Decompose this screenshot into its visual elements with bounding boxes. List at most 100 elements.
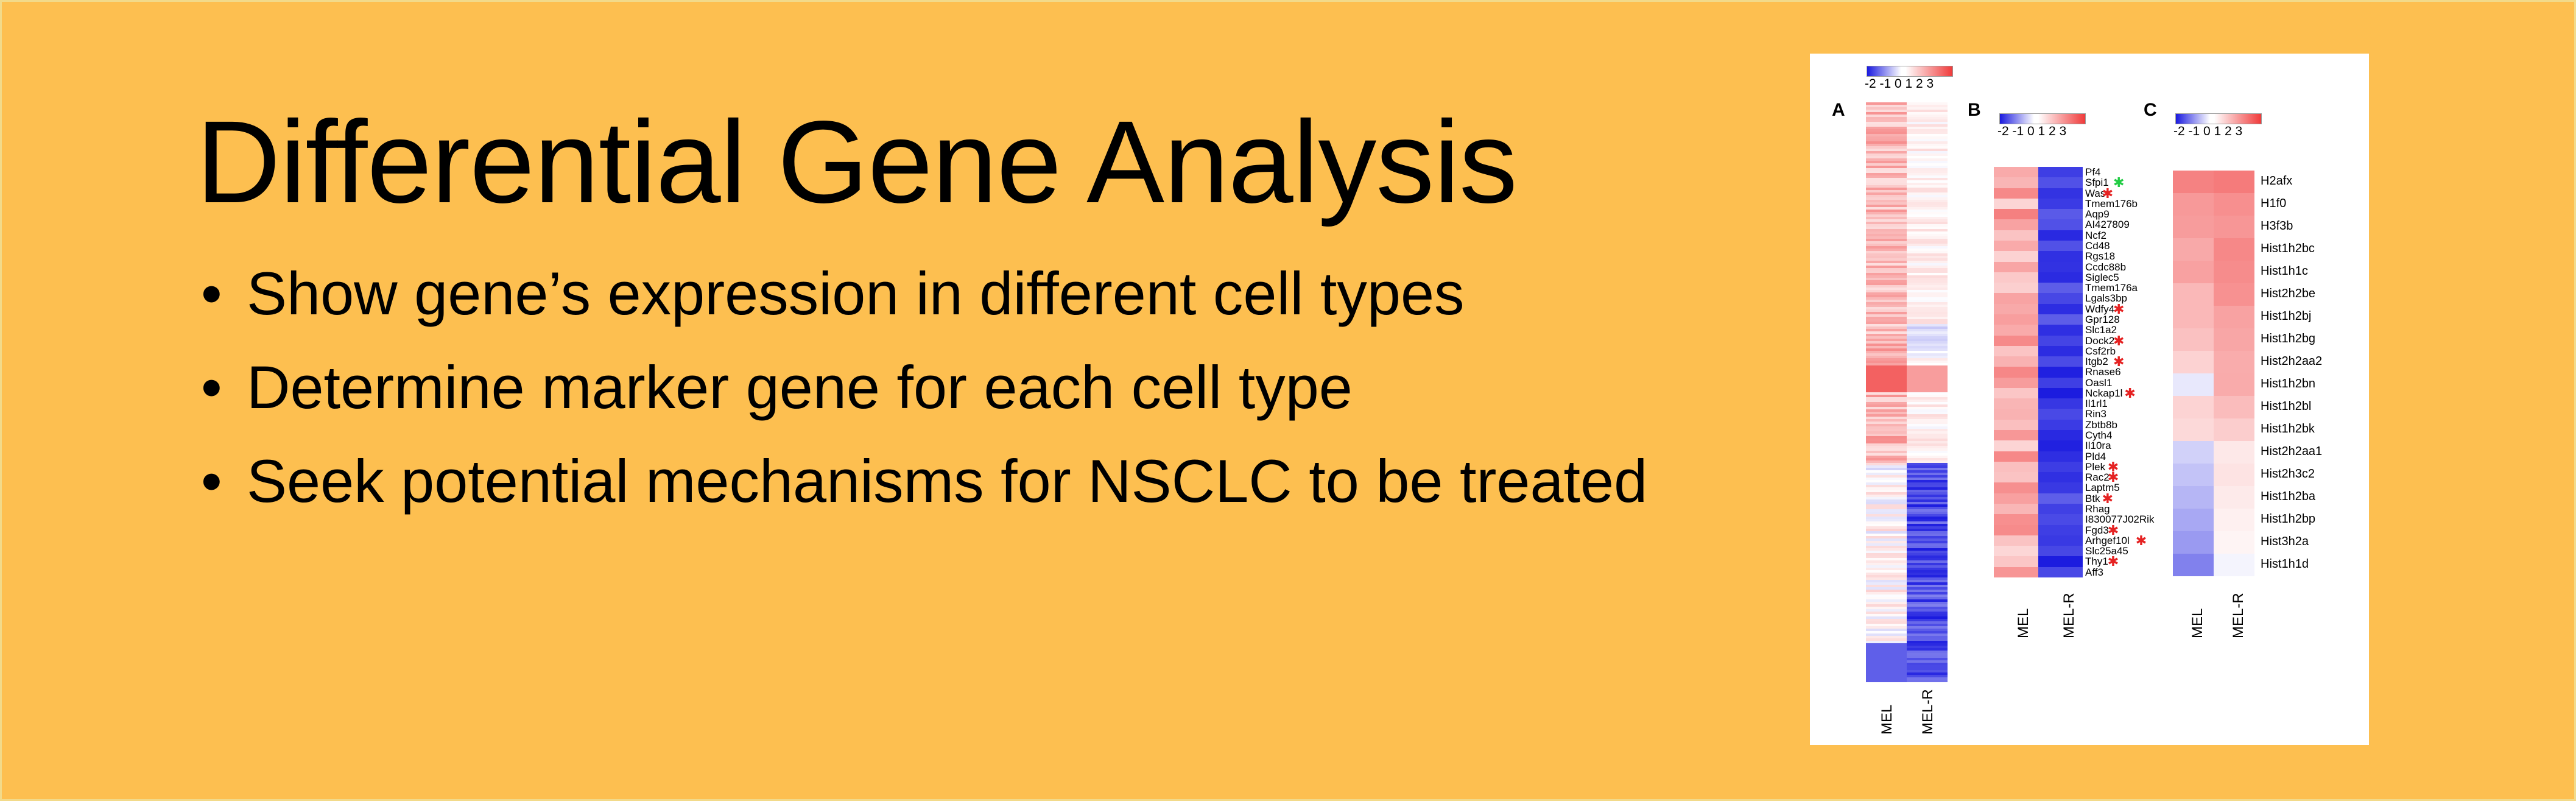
heatmap-cell (1907, 236, 1948, 239)
heatmap-cell (1994, 504, 2038, 515)
gene-label: AI427809 (2085, 219, 2130, 231)
heatmap-cell (2038, 293, 2083, 305)
heatmap-cell (1866, 641, 1907, 644)
heatmap-cell (1866, 370, 1907, 373)
heatmap-cell (1866, 222, 1907, 225)
heatmap-cell (1994, 493, 2038, 504)
heatmap-cell (1907, 629, 1948, 632)
heatmap-cell (1907, 117, 1948, 120)
heatmap-cell (1866, 536, 1907, 539)
heatmap-cell (1907, 456, 1948, 459)
heatmap-cell (1866, 487, 1907, 490)
heatmap-cell (1866, 151, 1907, 154)
heatmap-cell (1907, 146, 1948, 149)
heatmap-cell (1907, 412, 1948, 415)
heatmap-cell (1994, 367, 2038, 378)
heatmap-cell (1907, 261, 1948, 264)
gene-label: Hist1h1c (2261, 264, 2308, 278)
heatmap-cell (1907, 521, 1948, 524)
heatmap-cell (2038, 535, 2083, 546)
heatmap-cell (1907, 119, 1948, 122)
heatmap-cell (1907, 482, 1948, 485)
column-label-mel-r: MEL-R (2061, 593, 2077, 638)
heatmap-cell (1866, 380, 1907, 383)
heatmap-cell (1907, 324, 1948, 327)
heatmap-cell (1866, 251, 1907, 254)
heatmap-cell (1866, 375, 1907, 378)
heatmap-cell (1866, 295, 1907, 298)
heatmap-cell (1907, 485, 1948, 488)
star-icon: ✱ (2102, 185, 2114, 201)
heatmap-cell (1907, 295, 1948, 298)
heatmap-cell (1907, 380, 1948, 383)
heatmap-cell (1994, 283, 2038, 294)
heatmap-cell (1866, 397, 1907, 400)
heatmap-cell (1907, 246, 1948, 249)
heatmap-cell (1907, 648, 1948, 651)
gene-label: Hist1h2ba (2261, 490, 2316, 503)
heatmap-cell (1866, 431, 1907, 434)
heatmap-cell (1907, 300, 1948, 303)
heatmap-cell (2038, 546, 2083, 557)
heatmap-cell (1866, 356, 1907, 359)
heatmap-cell (1866, 441, 1907, 444)
heatmap-cell (1866, 587, 1907, 590)
heatmap-cell (1866, 436, 1907, 439)
heatmap-cell (1866, 212, 1907, 215)
heatmap-cell (1866, 202, 1907, 205)
gene-label: Hist2h3c2 (2261, 467, 2315, 481)
bullet-dot: • (201, 259, 222, 327)
heatmap-cell (1866, 302, 1907, 305)
heatmap-cell (1866, 407, 1907, 410)
heatmap-cell (1866, 653, 1907, 656)
heatmap-cell (2173, 328, 2214, 351)
heatmap-cell (1907, 526, 1948, 529)
gene-label: Fgd3 (2085, 524, 2109, 536)
heatmap-cell (1866, 448, 1907, 451)
heatmap-cell (1907, 197, 1948, 200)
heatmap-cell (1907, 132, 1948, 135)
heatmap-cell (1866, 383, 1907, 386)
heatmap-cell (1866, 256, 1907, 259)
heatmap-cell (1907, 446, 1948, 449)
heatmap-cell (1866, 638, 1907, 641)
heatmap-cell (1907, 524, 1948, 527)
heatmap-cell (1994, 546, 2038, 557)
heatmap-cell (1907, 297, 1948, 300)
bullet-text: Show gene’s expression in different cell… (247, 259, 1465, 327)
bullet-item: • Show gene’s expression in different cel… (196, 263, 1647, 357)
heatmap-cell (1907, 180, 1948, 183)
heatmap-cell (1866, 161, 1907, 164)
heatmap-cell (1907, 680, 1948, 682)
heatmap-cell (1907, 592, 1948, 595)
heatmap-cell (2038, 167, 2083, 178)
heatmap-cell (1994, 240, 2038, 252)
heatmap-cell (1866, 631, 1907, 634)
heatmap-cell (1907, 122, 1948, 125)
heatmap-cell (1907, 529, 1948, 532)
heatmap-cell (1907, 675, 1948, 678)
heatmap-cell (2173, 464, 2214, 487)
heatmap-cell (1866, 665, 1907, 668)
heatmap-cell (1907, 677, 1948, 680)
heatmap-cell (1907, 651, 1948, 654)
heatmap-cell (1907, 124, 1948, 127)
heatmap-cell (1866, 585, 1907, 588)
heatmap-cell (1866, 636, 1907, 639)
gene-label: Thy1 (2085, 556, 2108, 568)
gene-label: Itgb2 (2085, 356, 2108, 368)
heatmap-cell (2038, 314, 2083, 325)
heatmap-cell (1907, 609, 1948, 612)
gene-label: Hist1h2bk (2261, 422, 2315, 436)
heatmap-cell (1994, 272, 2038, 283)
heatmap-cell (1907, 585, 1948, 588)
heatmap-cell (1866, 560, 1907, 563)
heatmap-cell (1866, 358, 1907, 361)
heatmap-cell (2214, 509, 2254, 532)
heatmap-cell (1866, 234, 1907, 237)
heatmap-cell (1866, 504, 1907, 507)
heatmap-cell (1866, 429, 1907, 432)
heatmap-cell (1907, 168, 1948, 171)
heatmap-cell (1907, 509, 1948, 512)
heatmap-cell (2214, 351, 2254, 374)
